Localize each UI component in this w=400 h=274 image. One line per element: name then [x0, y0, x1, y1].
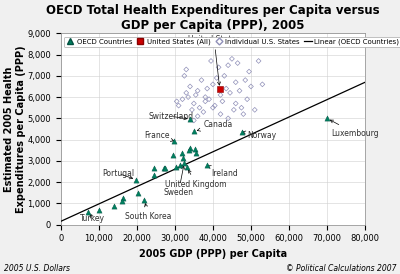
- Text: France: France: [144, 131, 174, 141]
- Point: [187, 117, 194, 121]
- Point: [219, 99, 226, 104]
- Point: [246, 69, 252, 74]
- Point: [161, 166, 167, 170]
- Point: [210, 82, 216, 87]
- Point: [180, 156, 186, 160]
- Point: [179, 97, 186, 101]
- Y-axis label: Estimated 2005 Health
Expenditures per Capita (PPP): Estimated 2005 Health Expenditures per C…: [4, 45, 26, 213]
- Point: [255, 59, 262, 63]
- Point: [135, 191, 142, 195]
- Text: Luxembourg: Luxembourg: [330, 120, 378, 138]
- Point: [183, 67, 190, 72]
- Point: [162, 166, 168, 170]
- Point: [174, 99, 180, 104]
- Point: [206, 97, 212, 101]
- Point: [192, 147, 198, 151]
- Point: [194, 89, 201, 93]
- Point: [177, 162, 183, 167]
- Point: [236, 89, 243, 93]
- Point: [244, 97, 250, 101]
- Text: © Political Calculations 2007: © Political Calculations 2007: [286, 264, 396, 273]
- Point: [217, 93, 224, 97]
- Point: [227, 91, 233, 95]
- Point: [96, 208, 102, 212]
- Point: [216, 86, 223, 91]
- Point: [184, 164, 190, 169]
- Text: Turkey: Turkey: [80, 214, 106, 223]
- Point: [252, 108, 258, 112]
- Point: [231, 108, 237, 112]
- Point: [185, 95, 191, 99]
- Point: [225, 116, 231, 121]
- Point: [223, 86, 230, 91]
- Point: [200, 110, 206, 114]
- Point: [150, 173, 157, 177]
- Point: [214, 76, 220, 80]
- Text: Ireland: Ireland: [208, 166, 238, 178]
- Point: [194, 114, 201, 118]
- Point: [191, 118, 197, 123]
- Text: Sweden: Sweden: [164, 166, 194, 197]
- Point: [187, 84, 193, 89]
- Text: Canada: Canada: [197, 120, 233, 131]
- Point: [141, 198, 148, 202]
- Legend: OECD Countries, United States (All), Individual U.S. States, Linear (OECD Countr: OECD Countries, United States (All), Ind…: [64, 37, 400, 47]
- Point: [169, 153, 176, 157]
- Point: [229, 57, 235, 61]
- Point: [186, 148, 192, 152]
- Point: [133, 177, 139, 182]
- Text: Portugal: Portugal: [102, 169, 135, 179]
- Point: [238, 105, 245, 110]
- Point: [232, 80, 239, 84]
- Point: [198, 78, 205, 82]
- Text: 2005 U.S. Dollars: 2005 U.S. Dollars: [4, 264, 70, 273]
- Point: [189, 108, 195, 112]
- Point: [84, 210, 91, 214]
- Text: United States: United States: [188, 35, 240, 85]
- Point: [150, 166, 157, 170]
- Point: [208, 59, 214, 63]
- Point: [176, 103, 182, 108]
- Point: [204, 163, 210, 168]
- Point: [210, 105, 216, 110]
- Point: [173, 165, 180, 170]
- Point: [212, 103, 218, 108]
- Text: South Korea: South Korea: [125, 204, 172, 221]
- Point: [259, 82, 266, 87]
- Point: [248, 84, 254, 89]
- Point: [191, 129, 197, 134]
- Point: [186, 146, 193, 150]
- Point: [181, 160, 188, 165]
- Point: [192, 93, 199, 97]
- Text: United Kingdom: United Kingdom: [165, 170, 227, 189]
- Point: [179, 150, 186, 155]
- Point: [240, 112, 246, 116]
- Point: [221, 74, 228, 78]
- Title: OECD Total Health Expenditures per Capita versus
GDP per Capita (PPP), 2005: OECD Total Health Expenditures per Capit…: [46, 4, 380, 32]
- Text: Switzerland: Switzerland: [148, 112, 193, 121]
- Point: [239, 130, 245, 134]
- Point: [204, 86, 210, 91]
- X-axis label: 2005 GDP (PPP) per Capita: 2005 GDP (PPP) per Capita: [139, 249, 287, 259]
- Point: [110, 204, 117, 209]
- Point: [324, 116, 330, 121]
- Point: [202, 99, 208, 104]
- Point: [119, 199, 126, 203]
- Point: [225, 63, 231, 67]
- Text: Norway: Norway: [242, 131, 276, 140]
- Point: [181, 74, 188, 78]
- Point: [217, 112, 224, 116]
- Point: [216, 65, 222, 70]
- Point: [191, 101, 197, 106]
- Point: [196, 105, 203, 110]
- Point: [171, 139, 178, 143]
- Point: [202, 95, 208, 99]
- Point: [234, 61, 241, 65]
- Point: [242, 78, 248, 82]
- Point: [120, 195, 126, 200]
- Point: [183, 91, 190, 95]
- Point: [193, 150, 199, 155]
- Point: [232, 101, 239, 106]
